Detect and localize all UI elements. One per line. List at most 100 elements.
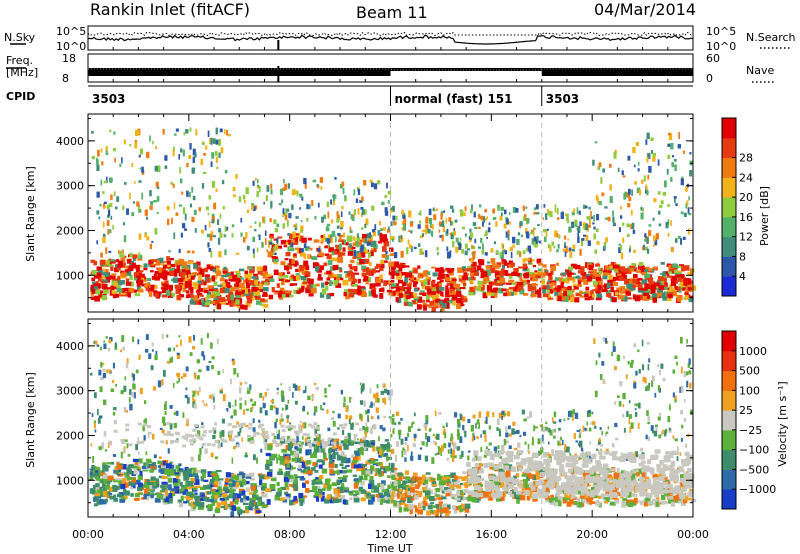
echo-cell	[408, 503, 414, 510]
echo-cell	[311, 287, 317, 294]
echo-cell	[336, 225, 340, 229]
echo-cell	[528, 411, 532, 418]
echo-cell	[461, 298, 468, 303]
echo-cell	[494, 489, 498, 496]
echo-cell	[522, 471, 527, 477]
echo-cell	[361, 237, 367, 243]
echo-cell	[577, 277, 583, 282]
echo-cell	[187, 496, 193, 501]
echo-cell	[232, 487, 238, 490]
echo-cell	[616, 468, 620, 473]
echo-cell	[295, 457, 301, 463]
echo-cell	[210, 137, 213, 145]
echo-cell	[527, 283, 532, 287]
echo-cell	[315, 494, 320, 499]
echo-cell	[607, 270, 612, 273]
echo-cell	[607, 279, 614, 285]
echo-cell	[583, 280, 589, 285]
echo-cell	[508, 279, 515, 283]
echo-cell	[505, 288, 510, 293]
echo-cell	[114, 157, 116, 163]
echo-cell	[546, 209, 550, 214]
echo-cell	[213, 283, 218, 286]
echo-cell	[600, 374, 603, 380]
echo-cell	[334, 177, 337, 180]
echo-cell	[187, 481, 194, 487]
echo-cell	[606, 291, 610, 298]
echo-cell	[157, 258, 163, 261]
echo-cell	[159, 490, 163, 493]
echo-cell	[657, 276, 664, 282]
echo-cell	[153, 482, 157, 486]
echo-cell	[122, 288, 126, 294]
echo-cell	[274, 252, 277, 255]
echo-cell	[312, 262, 319, 269]
echo-cell	[581, 498, 586, 504]
echo-cell	[546, 289, 550, 294]
echo-cell	[524, 441, 527, 445]
echo-cell	[480, 237, 483, 244]
echo-cell	[168, 250, 171, 253]
echo-cell	[258, 474, 265, 480]
echo-cell	[516, 288, 520, 292]
echo-cell	[672, 288, 676, 292]
echo-cell	[314, 215, 317, 220]
echo-cell	[93, 340, 96, 344]
echo-cell	[109, 203, 113, 208]
echo-cell	[191, 485, 197, 489]
echo-cell	[683, 398, 686, 403]
echo-cell	[232, 194, 236, 198]
echo-cell	[683, 371, 686, 378]
echo-cell	[675, 470, 680, 474]
echo-cell	[554, 288, 559, 291]
echo-cell	[97, 149, 100, 157]
echo-cell	[447, 251, 450, 259]
echo-cell	[185, 270, 191, 275]
echo-cell	[674, 355, 678, 359]
echo-cell	[445, 277, 451, 282]
echo-cell	[203, 152, 206, 156]
echo-cell	[343, 239, 347, 245]
echo-cell	[440, 451, 442, 457]
echo-cell	[103, 288, 109, 294]
echo-cell	[262, 271, 269, 276]
echo-cell	[617, 273, 622, 276]
echo-cell	[172, 183, 175, 188]
echo-cell	[532, 277, 538, 282]
echo-cell	[612, 210, 614, 216]
echo-cell	[634, 181, 638, 185]
echo-cell	[340, 389, 344, 395]
echo-cell	[224, 279, 228, 285]
echo-cell	[292, 499, 296, 502]
echo-cell	[446, 274, 450, 278]
echo-cell	[357, 208, 360, 215]
echo-cell	[595, 194, 598, 201]
echo-cell	[161, 476, 168, 480]
echo-cell	[625, 290, 632, 296]
echo-cell	[161, 379, 164, 386]
echo-cell	[488, 425, 492, 430]
echo-cell	[408, 281, 413, 286]
echo-cell	[631, 359, 634, 364]
echo-cell	[113, 131, 116, 135]
echo-cell	[160, 470, 167, 474]
echo-cell	[369, 232, 371, 238]
echo-cell	[510, 262, 515, 267]
echo-cell	[282, 499, 288, 503]
echo-cell	[503, 462, 509, 468]
echo-cell	[360, 207, 364, 210]
echo-cell	[580, 291, 584, 294]
echo-cell	[370, 287, 377, 290]
echo-cell	[431, 484, 438, 487]
echo-cell	[652, 266, 658, 270]
echo-cell	[251, 403, 255, 407]
echo-cell	[229, 501, 234, 506]
echo-cell	[270, 242, 275, 245]
echo-cell	[579, 495, 586, 499]
echo-cell	[564, 242, 566, 248]
echo-cell	[509, 246, 513, 252]
echo-cell	[93, 273, 99, 279]
echo-cell	[208, 499, 214, 503]
echo-cell	[125, 281, 132, 286]
echo-cell	[156, 196, 160, 202]
